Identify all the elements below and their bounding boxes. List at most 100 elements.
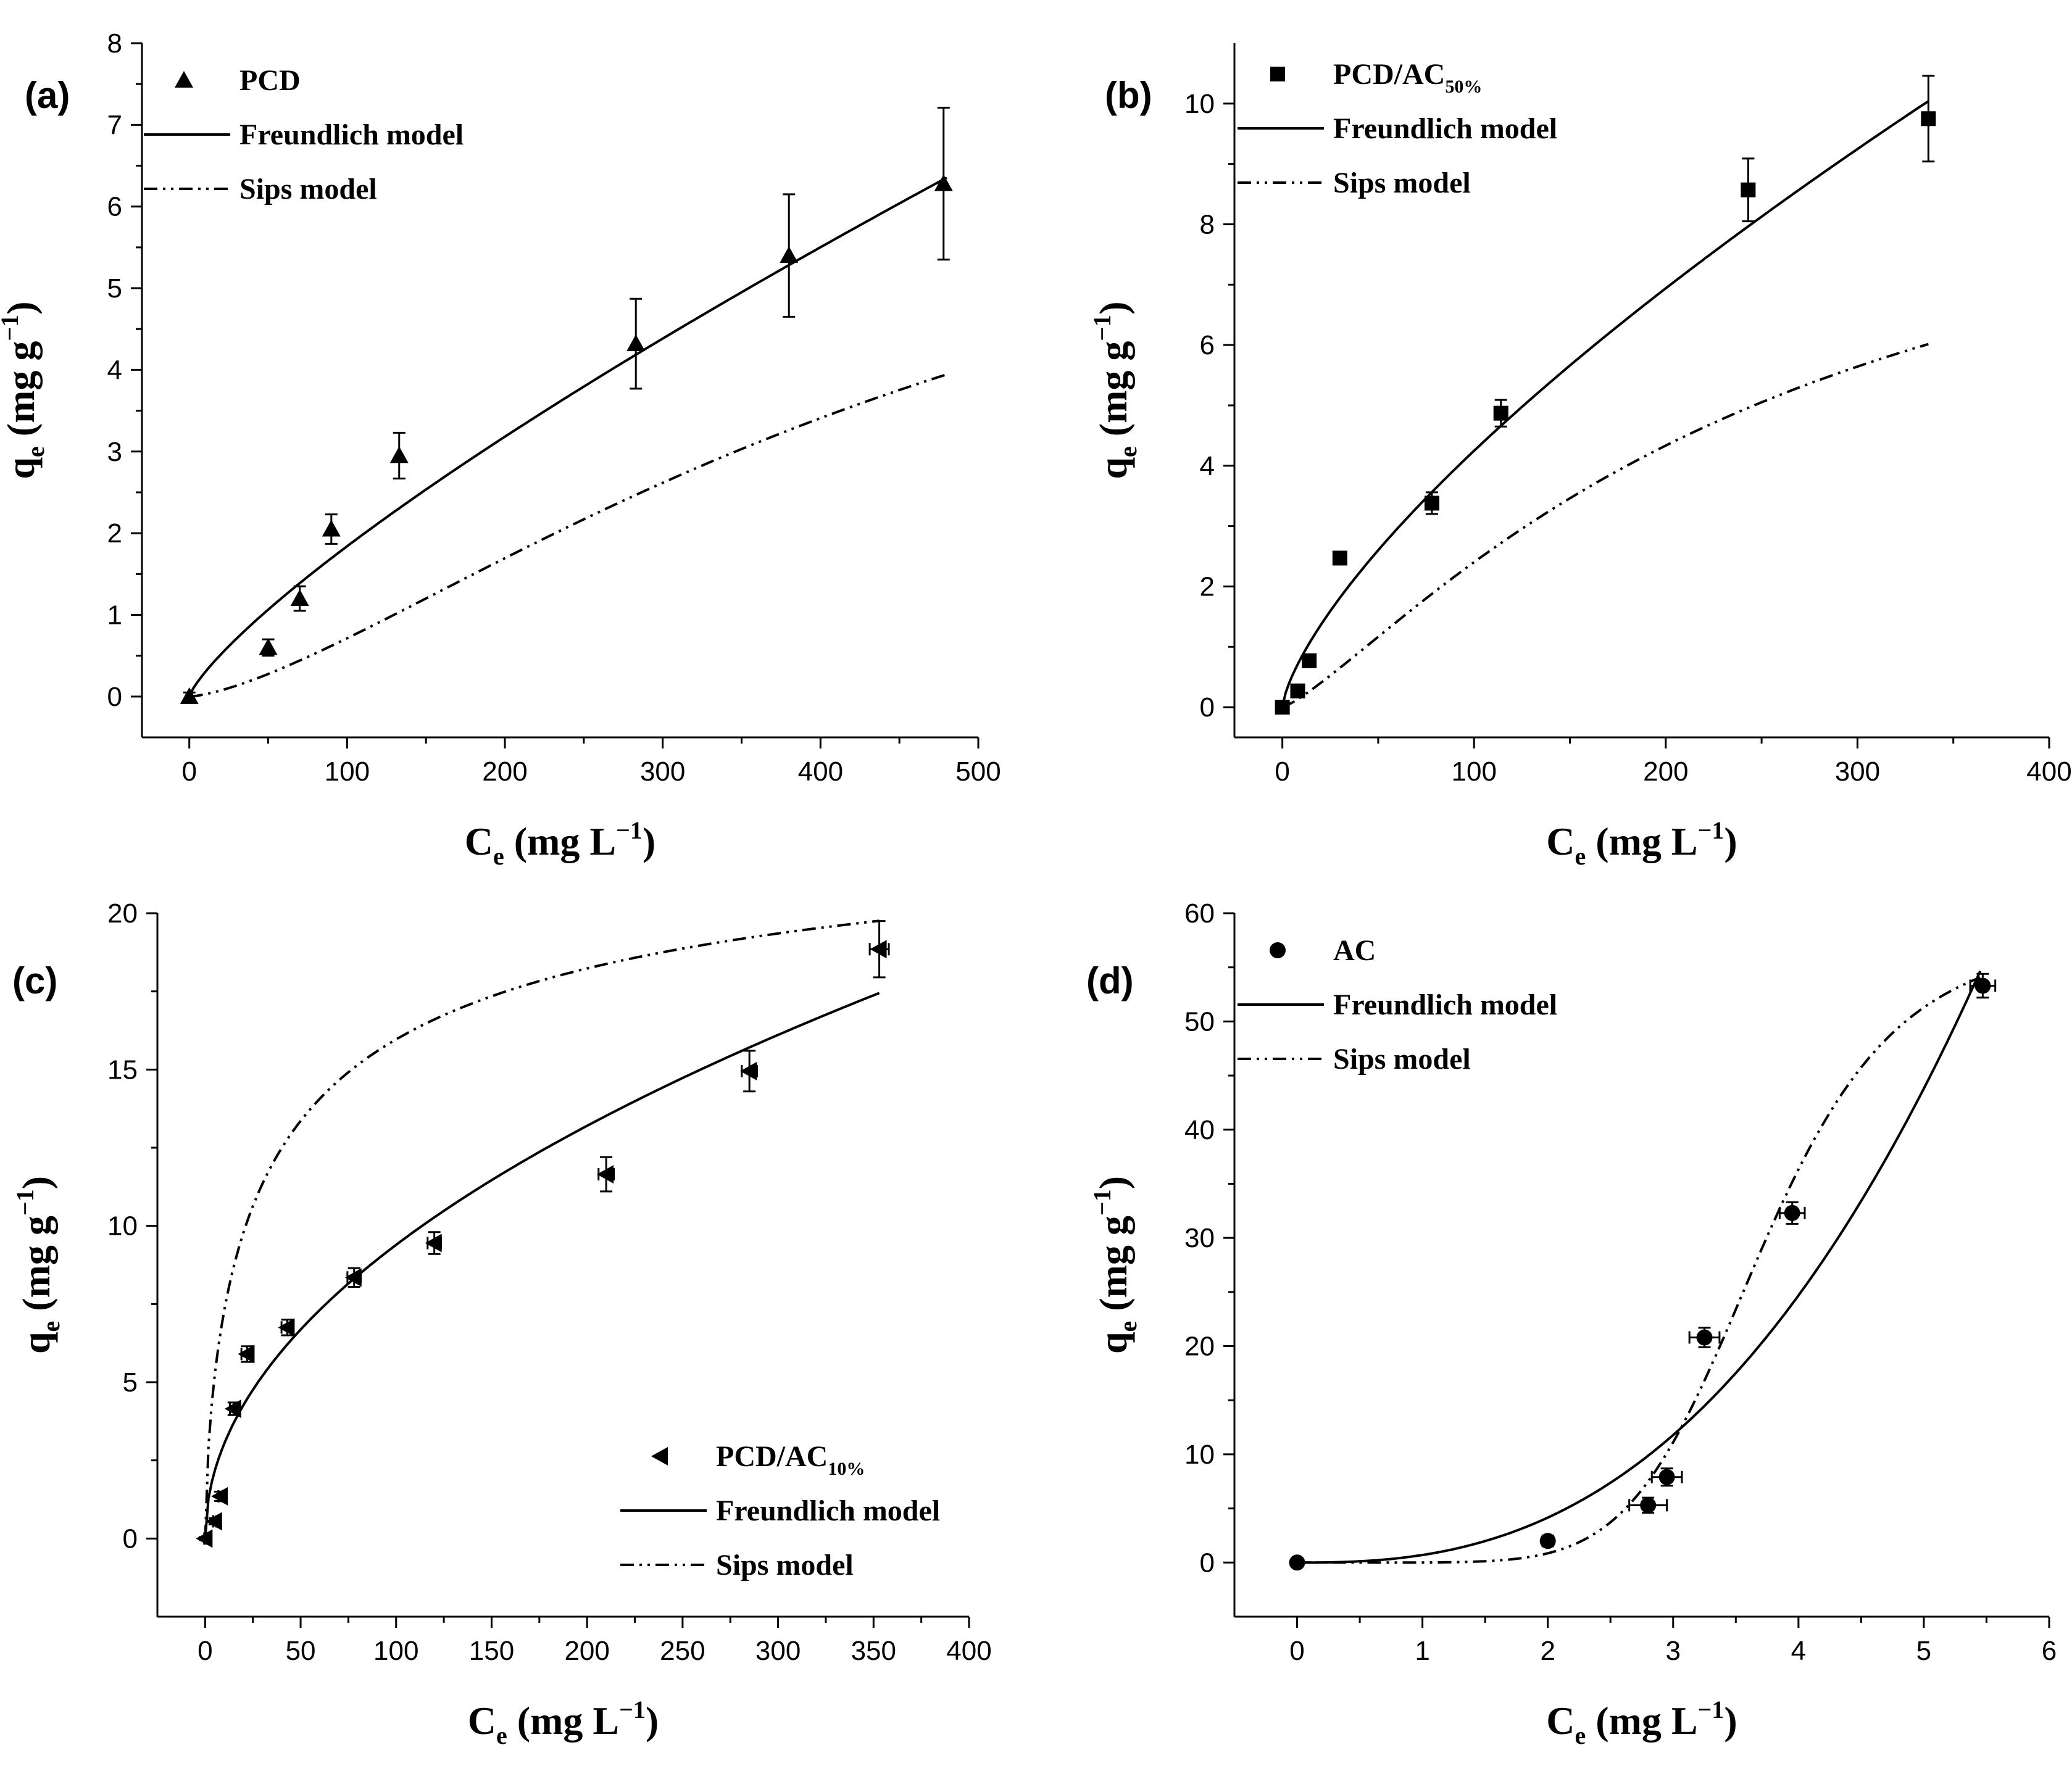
legend-label: Freundlich model (716, 1494, 940, 1527)
data-point (425, 1233, 442, 1253)
data-point (389, 446, 409, 463)
data-point (626, 334, 646, 352)
y-tick-label: 4 (107, 355, 122, 385)
y-tick-label: 6 (1200, 330, 1215, 360)
y-tick-label: 20 (1184, 1332, 1215, 1362)
sips-fit-curve (1297, 976, 1981, 1564)
panel-a: (a) 0 100 200 300 400 500 0 1 2 3 4 5 6 7 8 Ce (mg L−1) q… (0, 28, 1001, 870)
legend-label: Sips model (1333, 167, 1471, 199)
y-tick-label: 0 (123, 1523, 138, 1554)
legend-label: Sips model (239, 173, 377, 205)
legend-label: Freundlich model (1333, 112, 1557, 145)
x-tick-label: 200 (564, 1636, 609, 1666)
y-axis-title: qe (mg g−1) (1088, 301, 1142, 479)
data-point (934, 174, 953, 191)
data-point (1332, 550, 1347, 566)
panel-c: (c) 0 50 100 150 200 250 300 350 400 0 5 10 15 20 Ce (m… (11, 898, 992, 1749)
x-tick-label: 5 (1916, 1636, 1931, 1666)
y-tick-label: 20 (107, 898, 138, 929)
panel-b: (b) 0 100 200 300 400 0 2 4 6 8 10 Ce (mg L−1) qe (mg… (1088, 43, 2072, 870)
data-point (1921, 111, 1936, 126)
y-tick-label: 30 (1184, 1223, 1215, 1253)
x-tick-label: 50 (286, 1636, 316, 1666)
y-tick-label: 0 (107, 682, 122, 712)
data-point (344, 1268, 362, 1287)
y-tick-label: 0 (1200, 1548, 1215, 1578)
data-point (1289, 1554, 1305, 1571)
y-axis-title: qe (mg g−1) (1088, 1176, 1142, 1354)
y-axis-title: qe (mg g−1) (11, 1176, 65, 1354)
freundlich-fit-curve (1281, 100, 1929, 708)
data-point (1658, 1469, 1675, 1485)
x-axis-title: Ce (mg L−1) (465, 816, 655, 870)
y-tick-label: 10 (1184, 89, 1215, 119)
data-point (238, 1345, 255, 1364)
data-point (1741, 182, 1756, 197)
x-tick-label: 400 (798, 757, 843, 787)
legend: AC Freundlich model Sips model (1238, 934, 1557, 1076)
x-tick-label: 100 (325, 757, 370, 787)
legend-label: Sips model (1333, 1043, 1471, 1076)
data-point (322, 520, 341, 537)
x-tick-label: 0 (198, 1636, 212, 1666)
x-tick-label: 4 (1791, 1636, 1806, 1666)
x-tick-label: 300 (640, 757, 685, 787)
x-tick-label: 6 (2042, 1636, 2057, 1666)
data-point (1275, 700, 1290, 715)
x-tick-label: 350 (851, 1636, 896, 1666)
y-tick-label: 3 (107, 437, 122, 467)
legend-marker (1270, 67, 1285, 81)
x-axis-title: Ce (mg L−1) (468, 1696, 659, 1749)
data-point (259, 638, 278, 655)
data-point (224, 1399, 241, 1419)
x-tick-label: 1 (1415, 1636, 1429, 1666)
data-point (1539, 1533, 1556, 1549)
y-tick-label: 6 (107, 192, 122, 222)
legend: PCD Freundlich model Sips model (144, 64, 464, 205)
y-tick-label: 10 (107, 1211, 138, 1242)
data-point (1640, 1497, 1657, 1514)
data-point (205, 1512, 222, 1531)
data-point (1424, 495, 1439, 511)
y-tick-label: 10 (1184, 1440, 1215, 1470)
legend-label: PCD/AC50% (1333, 58, 1482, 97)
data-point (870, 940, 887, 959)
freundlich-fit-curve (1297, 970, 1982, 1564)
legend-label: PCD/AC10% (716, 1440, 865, 1479)
sips-fit-curve (1281, 342, 1929, 708)
y-tick-label: 8 (1200, 209, 1215, 239)
legend-marker (1270, 942, 1286, 958)
legend-label: AC (1333, 934, 1376, 967)
x-tick-label: 250 (660, 1636, 705, 1666)
data-point (1290, 683, 1305, 699)
x-tick-label: 300 (1835, 757, 1880, 787)
y-tick-label: 60 (1184, 898, 1215, 929)
panel-label: (a) (25, 75, 70, 116)
panel-label: (c) (12, 960, 57, 1001)
data-point (1784, 1204, 1800, 1221)
y-tick-label: 2 (107, 518, 122, 549)
legend-label: PCD (239, 64, 301, 97)
data-point (1302, 653, 1317, 668)
x-tick-label: 500 (955, 757, 1001, 787)
x-tick-label: 200 (1643, 757, 1688, 787)
data-point (196, 1529, 213, 1548)
x-tick-label: 400 (2026, 757, 2071, 787)
legend-marker (651, 1447, 668, 1465)
legend-label: Freundlich model (1333, 989, 1557, 1021)
panel-label: (b) (1105, 75, 1152, 116)
data-point (211, 1486, 228, 1506)
data-point (180, 687, 199, 704)
data-point (780, 246, 799, 263)
y-axis-title: qe (mg g−1) (0, 301, 49, 479)
y-tick-label: 8 (107, 28, 122, 59)
legend: PCD/AC10% Freundlich model Sips model (620, 1440, 940, 1582)
y-tick-label: 1 (107, 600, 122, 630)
data-point (1696, 1329, 1713, 1346)
x-tick-label: 400 (946, 1636, 991, 1666)
freundlich-fit-curve (204, 992, 880, 1539)
x-tick-label: 150 (469, 1636, 514, 1666)
x-tick-label: 0 (181, 757, 196, 787)
